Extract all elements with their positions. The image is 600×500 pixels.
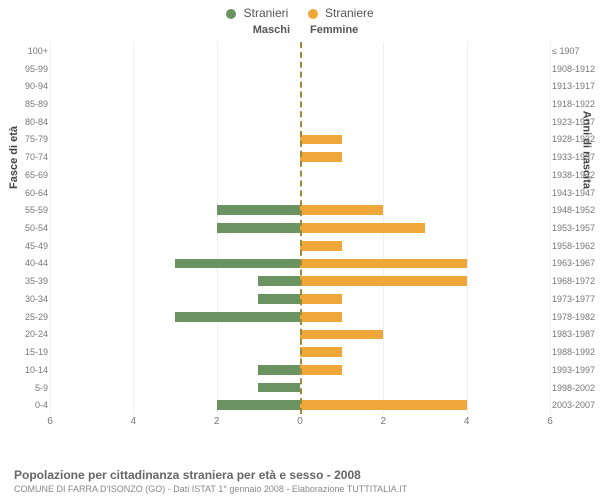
xtick: 2 — [214, 416, 220, 427]
ytick-age: 90-94 — [14, 81, 48, 91]
ytick-years: 2003-2007 — [552, 400, 600, 410]
ytick-years: 1988-1992 — [552, 347, 600, 357]
ytick-years: 1993-1997 — [552, 365, 600, 375]
column-header-female: Femmine — [310, 24, 358, 36]
bar-female — [300, 276, 467, 286]
bar-male — [258, 365, 300, 375]
bar-female — [300, 365, 342, 375]
ytick-years: 1928-1932 — [552, 134, 600, 144]
legend-swatch-female — [308, 9, 318, 19]
ytick-years: 1948-1952 — [552, 205, 600, 215]
ytick-age: 75-79 — [14, 134, 48, 144]
xtick: 2 — [381, 416, 387, 427]
ytick-age: 30-34 — [14, 294, 48, 304]
xtick: 6 — [547, 416, 553, 427]
gridline — [550, 42, 551, 414]
ytick-age: 50-54 — [14, 223, 48, 233]
ytick-years: 1968-1972 — [552, 276, 600, 286]
xtick: 4 — [131, 416, 137, 427]
xtick: 6 — [47, 416, 53, 427]
ytick-age: 65-69 — [14, 170, 48, 180]
ytick-age: 45-49 — [14, 241, 48, 251]
ytick-years: 1933-1937 — [552, 152, 600, 162]
legend-swatch-male — [226, 9, 236, 19]
legend: Stranieri Straniere — [0, 0, 600, 20]
column-header-male: Maschi — [253, 24, 290, 36]
ytick-years: 1963-1967 — [552, 258, 600, 268]
ytick-years: 1998-2002 — [552, 383, 600, 393]
ytick-age: 20-24 — [14, 329, 48, 339]
bar-female — [300, 152, 342, 162]
xtick: 0 — [297, 416, 303, 427]
ytick-age: 15-19 — [14, 347, 48, 357]
bar-male — [217, 400, 300, 410]
ytick-years: ≤ 1907 — [552, 46, 600, 56]
bar-male — [175, 312, 300, 322]
ytick-age: 80-84 — [14, 117, 48, 127]
ytick-age: 25-29 — [14, 312, 48, 322]
ytick-age: 100+ — [14, 46, 48, 56]
ytick-years: 1943-1947 — [552, 188, 600, 198]
bar-female — [300, 259, 467, 269]
bar-female — [300, 294, 342, 304]
ytick-years: 1918-1922 — [552, 99, 600, 109]
ytick-age: 0-4 — [14, 400, 48, 410]
legend-label-female: Straniere — [325, 6, 374, 20]
ytick-years: 1958-1962 — [552, 241, 600, 251]
bar-male — [258, 294, 300, 304]
bar-male — [258, 276, 300, 286]
ytick-years: 1978-1982 — [552, 312, 600, 322]
bar-female — [300, 312, 342, 322]
bar-male — [217, 223, 300, 233]
ytick-age: 70-74 — [14, 152, 48, 162]
ytick-years: 1973-1977 — [552, 294, 600, 304]
bar-male — [258, 383, 300, 393]
bar-female — [300, 205, 383, 215]
bar-female — [300, 241, 342, 251]
ytick-age: 55-59 — [14, 205, 48, 215]
bar-female — [300, 135, 342, 145]
ytick-age: 60-64 — [14, 188, 48, 198]
ytick-years: 1953-1957 — [552, 223, 600, 233]
footer-title: Popolazione per cittadinanza straniera p… — [14, 468, 586, 482]
chart: Maschi Femmine Fasce di età Anni di nasc… — [50, 24, 550, 434]
x-axis: 6 4 2 0 2 4 6 — [50, 416, 550, 434]
ytick-age: 10-14 — [14, 365, 48, 375]
ytick-years: 1923-1927 — [552, 117, 600, 127]
bar-female — [300, 330, 383, 340]
ytick-years: 1913-1917 — [552, 81, 600, 91]
ytick-age: 35-39 — [14, 276, 48, 286]
ytick-years: 1938-1942 — [552, 170, 600, 180]
bar-male — [175, 259, 300, 269]
footer-subtitle: COMUNE DI FARRA D'ISONZO (GO) - Dati IST… — [14, 484, 586, 494]
bar-female — [300, 223, 425, 233]
center-divider — [300, 42, 302, 414]
ytick-years: 1983-1987 — [552, 329, 600, 339]
bar-male — [217, 205, 300, 215]
legend-label-male: Stranieri — [244, 6, 289, 20]
ytick-age: 5-9 — [14, 383, 48, 393]
ytick-age: 85-89 — [14, 99, 48, 109]
bar-female — [300, 400, 467, 410]
ytick-age: 40-44 — [14, 258, 48, 268]
ytick-years: 1908-1912 — [552, 64, 600, 74]
xtick: 4 — [464, 416, 470, 427]
footer: Popolazione per cittadinanza straniera p… — [14, 468, 586, 494]
ytick-age: 95-99 — [14, 64, 48, 74]
bar-female — [300, 347, 342, 357]
